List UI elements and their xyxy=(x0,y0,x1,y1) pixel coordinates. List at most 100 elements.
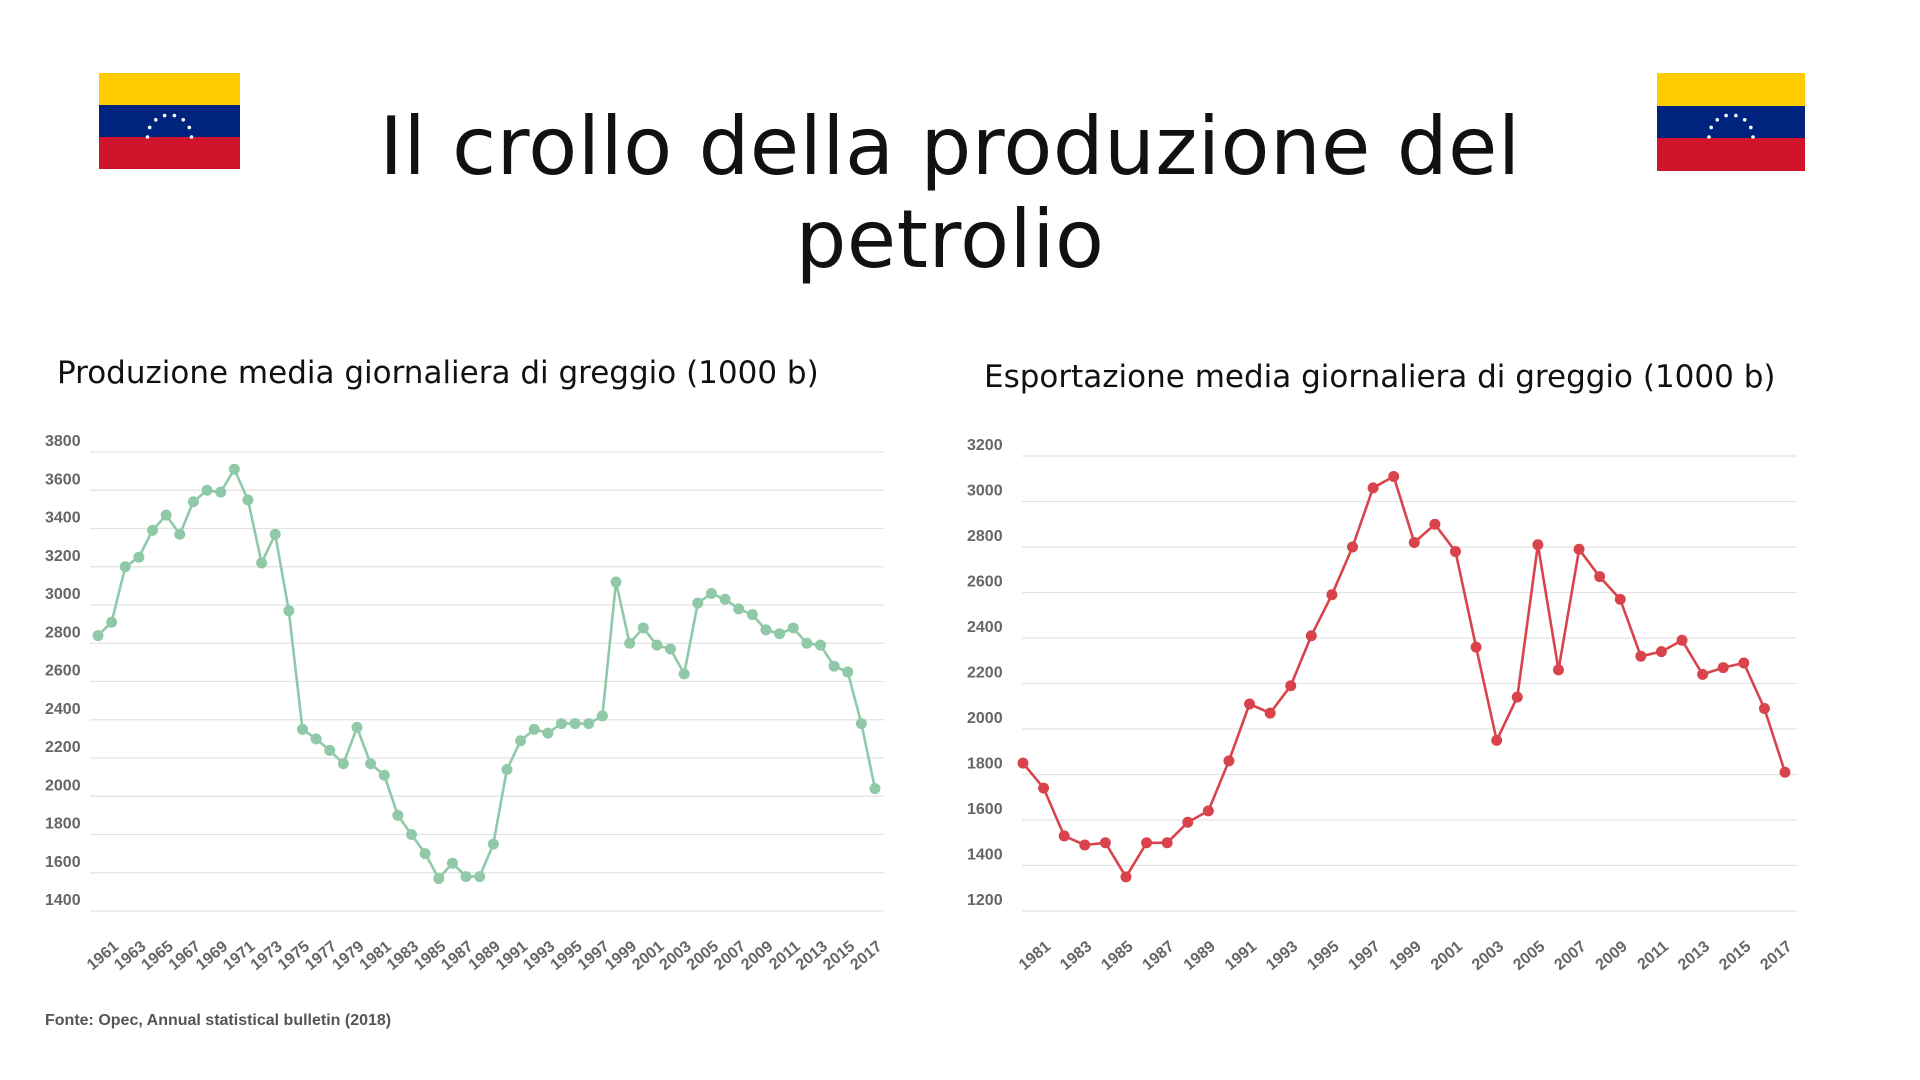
data-point xyxy=(1388,470,1400,482)
x-tick-label: 2011 xyxy=(1634,938,1672,973)
x-tick-label: 2009 xyxy=(1593,938,1631,974)
data-point xyxy=(1347,541,1359,553)
y-tick-label: 3600 xyxy=(45,471,81,488)
venezuela-flag-icon xyxy=(1657,73,1805,171)
data-point xyxy=(1182,816,1194,828)
data-point xyxy=(828,660,840,672)
y-tick-label: 2200 xyxy=(967,665,1003,682)
data-point xyxy=(1264,707,1276,719)
flag-star xyxy=(1724,113,1728,118)
data-point xyxy=(855,718,867,730)
data-point xyxy=(1491,734,1503,746)
data-point xyxy=(1511,691,1523,703)
data-point xyxy=(1326,589,1338,601)
data-point xyxy=(814,639,826,651)
data-point xyxy=(1779,766,1791,778)
x-tick-label: 2001 xyxy=(1428,938,1466,974)
flag-star xyxy=(1742,117,1747,122)
flag-star xyxy=(145,135,150,139)
data-point xyxy=(1244,698,1256,710)
y-tick-label: 1400 xyxy=(45,892,81,909)
flag-star xyxy=(162,113,167,118)
y-tick-label: 1800 xyxy=(45,816,81,833)
flag-star xyxy=(187,125,192,130)
y-tick-label: 2800 xyxy=(967,528,1003,545)
flag-star xyxy=(1707,135,1711,139)
data-point xyxy=(1408,536,1420,548)
venezuela-flag-icon xyxy=(99,73,240,169)
flag-star xyxy=(1751,135,1755,139)
x-tick-label: 2005 xyxy=(1510,938,1548,974)
data-point xyxy=(446,857,458,869)
data-point xyxy=(1017,757,1029,769)
data-point xyxy=(269,528,281,540)
data-point xyxy=(1449,546,1461,558)
data-point xyxy=(1058,830,1070,842)
data-point xyxy=(705,588,717,600)
data-point xyxy=(678,668,690,680)
data-point xyxy=(651,639,663,651)
data-point xyxy=(351,721,363,733)
data-point xyxy=(174,528,186,540)
data-point xyxy=(569,718,581,730)
data-point xyxy=(1429,518,1441,530)
data-point xyxy=(1758,703,1770,715)
data-point xyxy=(555,718,567,730)
data-point xyxy=(542,727,554,739)
x-tick-label: 1983 xyxy=(1057,938,1095,974)
data-point xyxy=(201,484,213,496)
data-point xyxy=(1079,839,1091,851)
data-point xyxy=(1161,837,1173,849)
data-point xyxy=(842,666,854,678)
x-tick-label: 2015 xyxy=(1716,938,1754,974)
data-point xyxy=(760,624,772,636)
data-point xyxy=(1614,593,1626,605)
data-point xyxy=(1285,680,1297,692)
data-point xyxy=(228,463,240,475)
data-point xyxy=(324,744,336,756)
data-point xyxy=(365,758,377,770)
x-tick-label: 1995 xyxy=(1304,938,1342,974)
x-tick-label: 1993 xyxy=(1263,938,1301,974)
y-tick-label: 1600 xyxy=(967,801,1003,818)
data-point xyxy=(406,829,418,840)
data-point xyxy=(501,763,513,775)
data-point xyxy=(119,561,131,573)
data-point xyxy=(596,710,608,722)
y-tick-label: 2800 xyxy=(45,624,81,641)
y-tick-label: 2600 xyxy=(45,663,81,680)
data-point xyxy=(92,630,104,642)
x-tick-label: 1999 xyxy=(1387,938,1425,974)
source-note: Fonte: Opec, Annual statistical bulletin… xyxy=(45,1012,392,1029)
y-tick-label: 2200 xyxy=(45,739,81,756)
x-tick-label: 2007 xyxy=(1551,938,1589,974)
y-tick-label: 1400 xyxy=(967,847,1003,864)
data-point xyxy=(283,605,295,617)
flag-star xyxy=(1715,117,1720,122)
production-chart-caption: Produzione media giornaliera di greggio … xyxy=(57,355,819,391)
data-point xyxy=(106,616,118,628)
y-tick-label: 1200 xyxy=(967,892,1003,909)
y-tick-label: 3400 xyxy=(45,510,81,527)
data-point xyxy=(256,557,268,569)
series-line xyxy=(97,467,877,880)
data-point xyxy=(1676,634,1688,646)
export-chart-caption: Esportazione media giornaliera di greggi… xyxy=(984,359,1776,395)
data-point xyxy=(787,622,799,634)
y-tick-label: 2400 xyxy=(967,619,1003,636)
y-tick-label: 3000 xyxy=(967,483,1003,500)
data-point xyxy=(1655,646,1667,658)
y-tick-label: 2000 xyxy=(967,710,1003,727)
y-tick-label: 2000 xyxy=(45,777,81,794)
data-point xyxy=(665,643,677,655)
data-point xyxy=(419,848,431,860)
flag-star xyxy=(1734,113,1738,118)
data-point xyxy=(1532,539,1544,551)
data-point xyxy=(774,628,786,640)
y-tick-label: 2400 xyxy=(45,701,81,718)
data-point xyxy=(610,576,622,588)
slide-title: Il crollo della produzione del petrolio xyxy=(379,100,1521,286)
data-point xyxy=(378,769,390,781)
flag-star xyxy=(172,113,177,118)
data-point xyxy=(187,496,199,508)
